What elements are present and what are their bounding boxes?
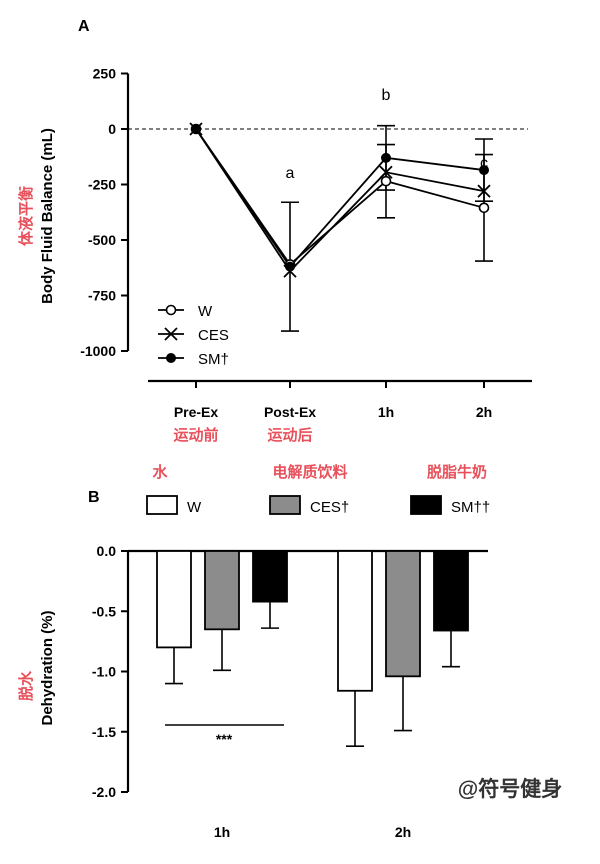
series-line-CES [195, 128, 485, 273]
legend-label: SM† [198, 351, 229, 368]
series-line-W [195, 128, 485, 266]
data-point [285, 261, 295, 272]
data-point [479, 165, 489, 176]
annotation-c: c [480, 155, 488, 172]
y-tick-label: -0.5 [92, 603, 116, 619]
bar-CES† [204, 550, 240, 631]
panel-a-axes: 250 0 -250 -500 -750 -1000 [80, 66, 532, 388]
annotation-a: a [286, 165, 295, 182]
x-tick-label: 2h [395, 824, 411, 840]
y-tick-label: -2.0 [92, 784, 116, 800]
panel-b-bars [156, 550, 469, 748]
panel-b-legend: 水 W 电解质饮料 CES† 脱脂牛奶 SM†† [146, 463, 490, 516]
bar-SM†† [433, 550, 469, 632]
panel-b-x-tick-labels: 1h 2h [214, 824, 411, 840]
bar-W [156, 550, 192, 649]
panel-b-axes: 0.0 -0.5 -1.0 -1.5 -2.0 [92, 543, 488, 800]
x-tick-label: 1h [378, 404, 394, 420]
panel-a-annotations: a b c [286, 87, 488, 182]
watermark: @符号健身 [458, 777, 562, 801]
legend-marker [164, 327, 178, 341]
y-tick-label: 0 [108, 121, 116, 137]
data-point [478, 202, 490, 214]
y-tick-label: -500 [88, 232, 116, 248]
x-tick-label: Pre-Ex [174, 404, 219, 420]
bar-W [337, 550, 373, 692]
annotation-b: b [382, 87, 391, 104]
data-point [380, 175, 392, 187]
legend-marker [166, 353, 176, 363]
data-point [477, 184, 491, 198]
y-tick-label: -1.0 [92, 664, 116, 680]
bar-CES† [385, 550, 421, 678]
panel-a-ylabel: Body Fluid Balance (mL) [39, 128, 56, 304]
y-tick-label: -1.5 [92, 724, 116, 740]
y-tick-label: -750 [88, 288, 116, 304]
y-tick-label: -250 [88, 177, 116, 193]
panel-a-legend: W CES SM† [158, 303, 229, 368]
data-point [381, 152, 391, 163]
legend-label: CES† [310, 499, 349, 516]
data-point [191, 124, 201, 134]
panel-b-label: B [88, 489, 100, 506]
panel-b-significance: *** [165, 724, 284, 747]
legend-swatch [146, 495, 178, 515]
panel-a-series [189, 122, 493, 332]
legend-swatch [410, 495, 442, 515]
panel-a-ylabel-cn: 体液平衡 [17, 186, 35, 246]
legend-label: CES [198, 327, 229, 344]
legend-label-cn: 水 [152, 463, 168, 481]
x-tick-label: 2h [476, 404, 492, 420]
data-point [379, 165, 393, 179]
panel-a-label: A [78, 18, 90, 35]
legend-marker [165, 304, 177, 316]
x-tick-label-cn: 运动后 [267, 426, 312, 444]
legend-swatch [269, 495, 301, 515]
legend-label-cn: 脱脂牛奶 [427, 463, 487, 481]
y-tick-label: 0.0 [97, 543, 117, 559]
panel-b-ylabel-cn: 脱水 [17, 670, 35, 701]
bar-SM†† [252, 550, 288, 603]
panel-b-ylabel: Dehydration (%) [39, 610, 56, 725]
significance-label: *** [216, 731, 233, 747]
legend-label: W [187, 499, 202, 516]
legend-label: SM†† [451, 499, 490, 516]
x-tick-label: Post-Ex [264, 404, 316, 420]
panel-a-x-tick-labels: Pre-Ex 运动前 Post-Ex 运动后 1h 2h [173, 404, 492, 444]
legend-label: W [198, 303, 213, 320]
x-tick-label-cn: 运动前 [173, 426, 218, 444]
y-tick-label: 250 [93, 66, 117, 82]
x-tick-label: 1h [214, 824, 230, 840]
y-tick-label: -1000 [80, 343, 116, 359]
series-line-SM† [195, 128, 485, 269]
legend-label-cn: 电解质饮料 [272, 463, 347, 481]
